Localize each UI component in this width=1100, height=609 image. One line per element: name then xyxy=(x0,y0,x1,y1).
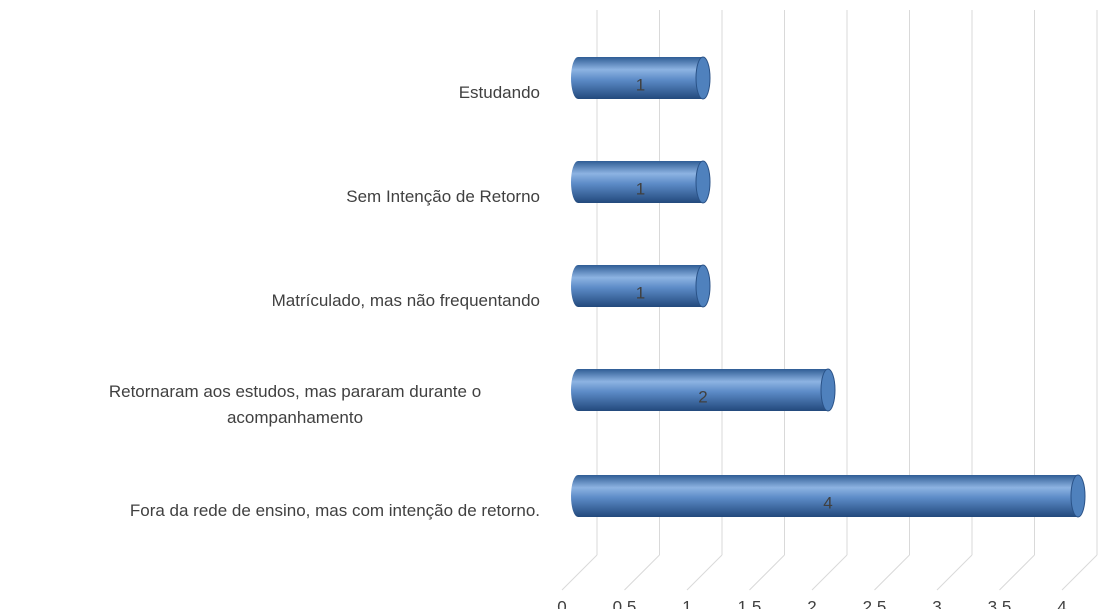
x-tick-label: 1,5 xyxy=(738,597,762,609)
floor-grid-line xyxy=(936,554,973,591)
x-tick-label: 2,5 xyxy=(863,597,887,609)
y-tick-label: Matrículado, mas não frequentando xyxy=(271,291,540,310)
floor-grid-line xyxy=(874,554,910,591)
floor-grid-line xyxy=(811,554,848,591)
data-label: 4 xyxy=(823,493,832,512)
floor-grid-line xyxy=(749,554,785,591)
y-tick-label-box: Matrículado, mas não frequentando xyxy=(0,288,540,314)
y-tick-label: Fora da rede de ensino, mas com intenção… xyxy=(129,501,540,520)
x-tick-label: 0 xyxy=(557,597,566,609)
y-tick-label: Sem Intenção de Retorno xyxy=(346,187,540,206)
y-tick-label-box: Fora da rede de ensino, mas com intenção… xyxy=(0,498,540,524)
y-tick-label: Retornaram aos estudos, mas pararam dura… xyxy=(108,382,482,427)
x-tick-label: 1 xyxy=(682,597,691,609)
x-tick-label: 3,5 xyxy=(988,597,1012,609)
floor-grid-line xyxy=(624,554,660,591)
y-tick-label-box: Estudando xyxy=(0,80,540,106)
x-tick-label: 0,5 xyxy=(613,597,637,609)
x-tick-label: 4 xyxy=(1057,597,1066,609)
bar xyxy=(578,369,828,411)
bar-cap-end xyxy=(695,56,711,100)
floor-grid-line xyxy=(686,554,723,591)
floor-grid-line xyxy=(1061,554,1098,591)
data-label: 2 xyxy=(698,387,707,406)
bar xyxy=(578,475,1078,517)
y-tick-label-box: Retornaram aos estudos, mas pararam dura… xyxy=(0,379,540,431)
data-label: 1 xyxy=(636,283,645,302)
bar-cap-end xyxy=(1070,474,1086,518)
bar xyxy=(578,161,703,203)
bar-cap-end xyxy=(695,264,711,308)
bar xyxy=(578,265,703,307)
bar-cap-end xyxy=(820,368,836,412)
bar-cap-end xyxy=(695,160,711,204)
floor-grid-line xyxy=(999,554,1035,591)
y-tick-label-box: Sem Intenção de Retorno xyxy=(0,184,540,210)
data-label: 1 xyxy=(636,179,645,198)
floor-grid-line xyxy=(561,554,598,591)
x-tick-label: 3 xyxy=(932,597,941,609)
y-tick-label: Estudando xyxy=(458,83,540,102)
data-label: 1 xyxy=(636,75,645,94)
bar xyxy=(578,57,703,99)
x-tick-label: 2 xyxy=(807,597,816,609)
